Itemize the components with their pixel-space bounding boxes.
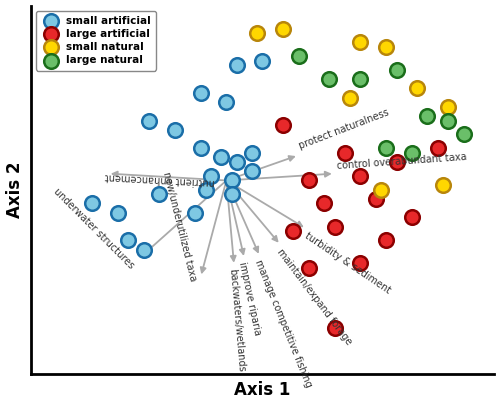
small artificial: [228, 177, 235, 184]
small artificial: [145, 118, 153, 124]
small artificial: [232, 62, 240, 69]
small natural: [279, 25, 287, 32]
small artificial: [192, 210, 200, 216]
large natural: [408, 150, 416, 156]
large natural: [294, 53, 302, 60]
large natural: [382, 145, 390, 152]
large artificial: [290, 228, 298, 234]
large artificial: [372, 196, 380, 202]
small natural: [356, 39, 364, 46]
Text: underwater structures: underwater structures: [52, 186, 136, 270]
large natural: [460, 131, 468, 138]
large natural: [356, 76, 364, 83]
small natural: [413, 85, 421, 92]
small artificial: [258, 58, 266, 64]
large artificial: [356, 260, 364, 267]
Text: turbidity & sediment: turbidity & sediment: [304, 231, 392, 296]
large artificial: [305, 177, 313, 184]
large artificial: [330, 324, 338, 331]
large artificial: [330, 223, 338, 230]
Text: protect naturalness: protect naturalness: [298, 107, 390, 150]
small natural: [377, 187, 385, 193]
Text: nutrient enhancement: nutrient enhancement: [104, 171, 215, 187]
small artificial: [202, 187, 210, 193]
large natural: [424, 113, 432, 119]
small artificial: [248, 150, 256, 156]
Text: improve riparia: improve riparia: [237, 261, 262, 336]
large artificial: [341, 150, 349, 156]
large artificial: [434, 145, 442, 152]
large artificial: [320, 200, 328, 207]
Text: manage competitive fishing: manage competitive fishing: [253, 259, 314, 389]
small artificial: [207, 173, 215, 179]
small natural: [346, 95, 354, 101]
small natural: [254, 30, 262, 37]
large natural: [326, 76, 334, 83]
small artificial: [248, 168, 256, 175]
Text: backwaters/wetlands: backwaters/wetlands: [226, 268, 246, 372]
small artificial: [124, 237, 132, 244]
small artificial: [171, 127, 179, 133]
small artificial: [196, 145, 204, 152]
small artificial: [228, 191, 235, 198]
small artificial: [88, 200, 96, 207]
X-axis label: Axis 1: Axis 1: [234, 381, 290, 399]
large artificial: [392, 159, 400, 165]
small artificial: [222, 99, 230, 106]
large artificial: [279, 122, 287, 129]
large artificial: [356, 173, 364, 179]
small natural: [382, 44, 390, 50]
small artificial: [140, 246, 148, 253]
Legend: small artificial, large artificial, small natural, large natural: small artificial, large artificial, smal…: [36, 11, 156, 71]
small artificial: [114, 210, 122, 216]
Text: new/underutilized taxa: new/underutilized taxa: [161, 171, 198, 282]
large artificial: [305, 265, 313, 271]
large artificial: [408, 214, 416, 221]
Y-axis label: Axis 2: Axis 2: [6, 162, 24, 218]
large artificial: [382, 237, 390, 244]
small artificial: [217, 154, 225, 161]
small artificial: [130, 39, 138, 46]
small artificial: [196, 90, 204, 96]
small natural: [439, 182, 447, 188]
large natural: [392, 67, 400, 73]
small artificial: [156, 191, 164, 198]
small natural: [444, 104, 452, 110]
large natural: [444, 118, 452, 124]
Text: control overabundant taxa: control overabundant taxa: [336, 152, 467, 171]
Text: maintain/expand forage: maintain/expand forage: [275, 247, 353, 347]
small artificial: [232, 159, 240, 165]
